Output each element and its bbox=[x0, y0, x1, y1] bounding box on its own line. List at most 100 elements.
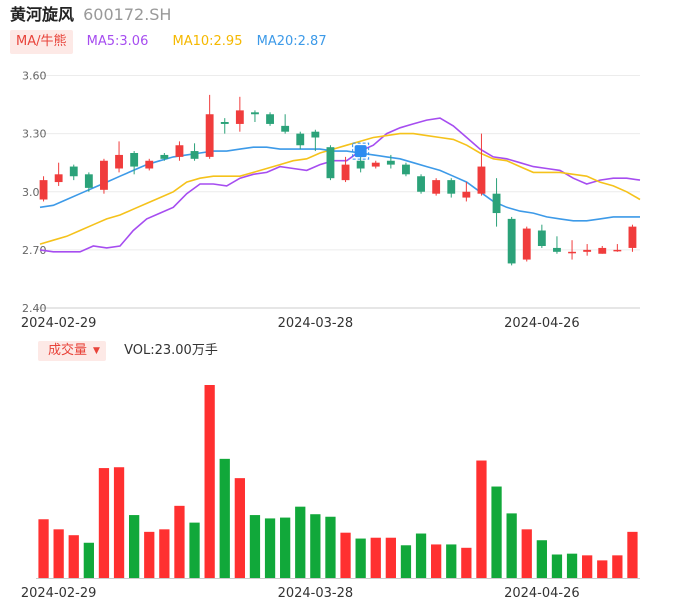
volume-bar bbox=[83, 542, 94, 578]
volume-bar bbox=[113, 467, 125, 578]
volume-bar bbox=[491, 486, 502, 578]
x-tick-label: 2024-03-28 bbox=[278, 316, 354, 331]
x-tick-label: 2024-04-26 bbox=[504, 316, 580, 331]
volume-bar bbox=[129, 515, 140, 578]
ma-legend: MA/牛熊 MA5:3.06 MA10:2.95 MA20:2.87 bbox=[10, 30, 327, 54]
candle-body bbox=[145, 160, 154, 169]
volume-bar bbox=[446, 544, 457, 578]
volume-bar bbox=[295, 506, 306, 578]
y-tick-label: 2.40 bbox=[22, 302, 47, 315]
candle-body bbox=[235, 110, 244, 124]
ma-toggle-button[interactable]: MA/牛熊 bbox=[10, 30, 73, 54]
volume-bar bbox=[310, 514, 321, 578]
y-tick-label: 3.30 bbox=[22, 128, 47, 141]
candle-body bbox=[115, 154, 123, 169]
chart-title: 黄河旋风 600172.SH bbox=[10, 4, 171, 26]
candle-body bbox=[220, 122, 229, 124]
candle-body bbox=[628, 226, 637, 248]
candle-body bbox=[100, 160, 108, 190]
candle-body bbox=[311, 131, 320, 138]
signal-marker-icon bbox=[354, 145, 367, 158]
ma5-legend: MA5:3.06 bbox=[86, 34, 149, 49]
volume-bar bbox=[566, 553, 578, 578]
volume-bar bbox=[264, 518, 276, 578]
volume-value: VOL:23.00万手 bbox=[124, 343, 218, 358]
candle-body bbox=[507, 218, 516, 264]
candle-body bbox=[326, 147, 335, 179]
volume-bar bbox=[234, 478, 245, 578]
candle-body bbox=[54, 174, 63, 183]
candle-body bbox=[356, 160, 365, 169]
stock-code: 600172.SH bbox=[83, 5, 172, 24]
x-tick-label: 2024-02-29 bbox=[21, 316, 97, 331]
volume-bar bbox=[325, 516, 336, 578]
volume-indicator-label: 成交量 bbox=[48, 343, 88, 358]
volume-legend: 成交量 ▼ VOL:23.00万手 bbox=[38, 341, 218, 361]
volume-bar bbox=[461, 547, 472, 578]
volume-bar bbox=[536, 540, 547, 578]
candle-body bbox=[522, 228, 531, 260]
volume-bar bbox=[597, 560, 608, 578]
candle-body bbox=[553, 247, 561, 252]
volume-bar bbox=[38, 519, 49, 578]
volume-bar bbox=[627, 531, 638, 578]
volume-indicator-dropdown[interactable]: 成交量 ▼ bbox=[38, 341, 106, 361]
candle-body bbox=[266, 114, 274, 124]
volume-bar bbox=[476, 460, 487, 578]
volume-bar bbox=[355, 538, 366, 578]
volume-x-tick-label: 2024-03-28 bbox=[278, 586, 354, 601]
candle-body bbox=[386, 160, 395, 165]
candle-body bbox=[462, 191, 471, 198]
volume-bar bbox=[159, 529, 170, 578]
candle-body bbox=[417, 176, 425, 192]
volume-x-tick-label: 2024-02-29 bbox=[21, 586, 97, 601]
candle-body bbox=[402, 164, 410, 175]
candle-body bbox=[160, 154, 169, 159]
candle-body bbox=[175, 145, 184, 157]
candle-body bbox=[598, 247, 607, 254]
candle-body bbox=[371, 162, 380, 167]
candle-body bbox=[432, 180, 441, 194]
volume-bar bbox=[415, 533, 427, 578]
volume-bar bbox=[204, 385, 215, 578]
signal-marker-frame bbox=[352, 142, 370, 160]
candle-body bbox=[130, 153, 139, 167]
volume-x-tick-label: 2024-04-26 bbox=[504, 586, 580, 601]
candle-body bbox=[583, 249, 592, 252]
volume-bar bbox=[189, 522, 200, 578]
volume-bar bbox=[506, 513, 517, 578]
candle-body bbox=[477, 166, 486, 194]
volume-bar bbox=[249, 515, 261, 578]
candle-body bbox=[84, 174, 93, 188]
candle-body bbox=[492, 193, 501, 214]
volume-bar bbox=[521, 529, 532, 578]
candle-body bbox=[69, 166, 78, 177]
candle-body bbox=[296, 133, 305, 146]
volume-bar bbox=[98, 468, 110, 578]
volume-bar bbox=[370, 537, 381, 578]
stock-name: 黄河旋风 bbox=[10, 5, 75, 24]
candle-body bbox=[251, 112, 259, 115]
candle-body bbox=[281, 125, 290, 132]
volume-bar bbox=[551, 554, 563, 578]
caret-down-icon: ▼ bbox=[93, 346, 100, 356]
candle-body bbox=[568, 251, 576, 254]
volume-bar bbox=[53, 529, 64, 578]
candle-body bbox=[613, 249, 622, 252]
candle-body bbox=[205, 114, 214, 157]
line-ma5 bbox=[39, 117, 641, 253]
ma20-legend: MA20:2.87 bbox=[256, 34, 327, 49]
volume-bar bbox=[174, 505, 185, 578]
volume-bar bbox=[68, 535, 79, 578]
candle-body bbox=[447, 180, 456, 194]
y-tick-label: 2.70 bbox=[22, 244, 47, 257]
ma10-legend: MA10:2.95 bbox=[172, 34, 243, 49]
volume-bar bbox=[400, 545, 412, 578]
line-ma10 bbox=[39, 132, 641, 245]
candle-body bbox=[39, 180, 48, 200]
volume-bar bbox=[431, 544, 442, 578]
volume-bar bbox=[219, 458, 230, 578]
volume-bar bbox=[144, 531, 155, 578]
y-tick-label: 3.60 bbox=[22, 70, 47, 83]
